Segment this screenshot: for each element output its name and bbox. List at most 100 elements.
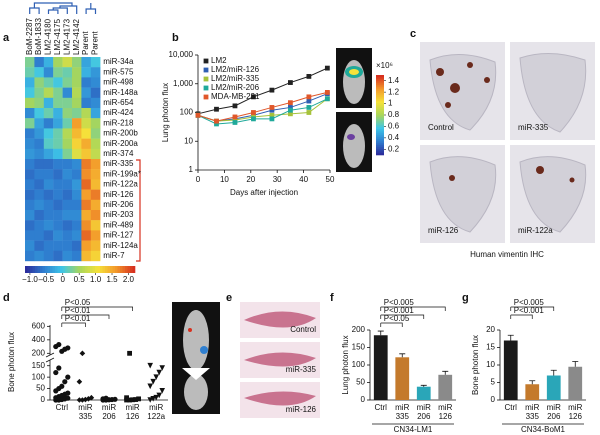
panel-label: b [172, 32, 179, 44]
colorbar-segment [70, 266, 73, 273]
row-label: miR-374 [103, 149, 134, 158]
significance-label: P<0.05 [65, 298, 91, 307]
heatmap-cell [34, 57, 44, 68]
data-point [306, 98, 312, 104]
row-label: miR-34a [103, 57, 134, 66]
heatmap-cell [90, 240, 101, 251]
heatmap-cell [43, 199, 54, 211]
heatmap-cell [25, 230, 35, 241]
data-point [269, 116, 275, 122]
heatmap-cell [34, 118, 44, 129]
colorbar-segment [107, 266, 111, 273]
colorbar-tick-label: −1.0 [22, 275, 38, 284]
data-point [232, 103, 238, 109]
colorbar-segment [376, 91, 384, 94]
heatmap-cell [62, 189, 73, 200]
colorbar-tick-label: 0.8 [388, 110, 400, 119]
heatmap-cell [34, 67, 44, 78]
data-point [195, 112, 201, 118]
heatmap-cell [62, 250, 73, 262]
x-tick-label: 0 [196, 175, 201, 184]
y-tick-label: 15 [486, 343, 495, 352]
heatmap-cell [53, 230, 63, 241]
y-tick-label: 50 [36, 384, 45, 393]
row-label: miR-124a [103, 241, 138, 250]
heatmap-cell [90, 57, 101, 68]
heatmap-cell [53, 148, 63, 160]
colorbar-tick-label: 1.5 [106, 275, 118, 284]
heatmap-cell [34, 169, 44, 180]
dendrogram [29, 2, 97, 14]
heatmap-cell [53, 179, 63, 190]
heatmap-cell [72, 199, 82, 211]
heatmap-cell [90, 159, 101, 170]
y-axis-label: Lung photon flux [161, 83, 170, 142]
data-point [124, 395, 129, 401]
colorbar-segment [77, 266, 81, 273]
heatmap-cell [90, 220, 101, 231]
data-point [127, 350, 132, 356]
heatmap-cell [72, 179, 82, 190]
row-label: miR-200a [103, 139, 138, 148]
heatmap-cell [43, 97, 54, 109]
data-point [147, 362, 153, 369]
colorbar-segment [50, 266, 53, 273]
heatmap-cell [62, 87, 73, 98]
error-bar [399, 353, 406, 358]
colorbar-tick-label: 0.4 [388, 133, 400, 142]
data-point [251, 110, 256, 115]
data-point [269, 112, 275, 118]
x-tick-label: 40 [299, 175, 308, 184]
x-tick-label: miR 206 [417, 403, 431, 421]
x-tick-label: miR 126 [125, 403, 139, 421]
legend-label: LM2/miR-126 [211, 65, 260, 74]
heatmap-cell [62, 199, 73, 211]
error-bar [507, 334, 514, 341]
colorbar-segment [376, 75, 384, 78]
heatmap-cell [34, 128, 44, 139]
heatmap-cell [72, 169, 82, 180]
heatmap-cell [81, 108, 91, 119]
colorbar-segment [376, 121, 384, 124]
heatmap-cell [90, 128, 101, 139]
colorbar-segment [376, 79, 384, 82]
colorbar-segment [100, 266, 103, 273]
heatmap-cell [62, 210, 73, 221]
heatmap-cell [43, 189, 54, 200]
data-point [53, 369, 59, 376]
colorbar-segment [376, 139, 384, 142]
x-tick-label: 30 [273, 175, 282, 184]
colorbar-segment [95, 266, 98, 273]
colorbar-segment [112, 266, 116, 273]
legend-marker [203, 58, 209, 64]
heatmap-cell [25, 148, 35, 160]
colorbar-segment [87, 266, 91, 273]
colorbar-segment [376, 145, 384, 148]
y-tick-label: 10 [184, 136, 193, 145]
data-point [269, 107, 275, 113]
heatmap-cell [81, 199, 91, 211]
data-point [79, 350, 86, 357]
column-label: BoM-2287 [25, 18, 34, 55]
heatmap-cell [81, 250, 91, 262]
group-label: CN34-LM1 [394, 425, 433, 434]
colorbar-segment [45, 266, 48, 273]
row-label: miR-122a [103, 180, 138, 189]
significance-label: P<0.005 [514, 298, 545, 307]
data-point [214, 106, 219, 112]
heatmap-cell [53, 189, 63, 200]
heatmap-cell [81, 97, 91, 109]
colorbar-segment [92, 266, 96, 273]
data-point [150, 378, 156, 385]
colorbar-segment [130, 266, 133, 273]
colorbar-segment [376, 127, 384, 130]
colorbar-segment [376, 111, 384, 114]
colorbar-segment [85, 266, 88, 273]
colorbar-segment [97, 266, 101, 273]
heatmap-cell [62, 138, 73, 149]
row-label: miR-127 [103, 231, 134, 240]
data-point [76, 397, 83, 403]
y-tick-label: 150 [32, 361, 46, 370]
heatmap-cell [34, 250, 44, 262]
colorbar-segment [376, 99, 384, 102]
